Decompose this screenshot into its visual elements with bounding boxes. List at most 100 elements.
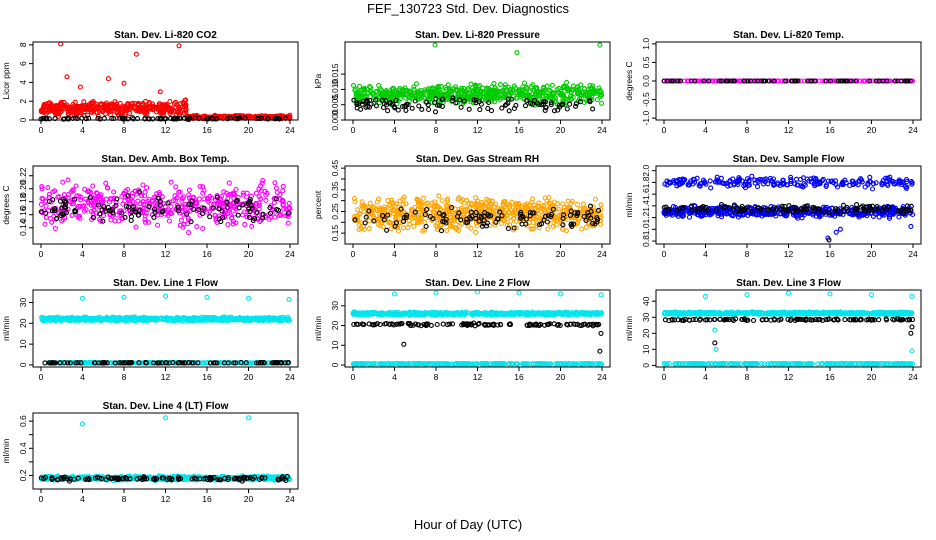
data-point — [111, 189, 117, 195]
data-point — [461, 85, 467, 91]
data-point — [573, 101, 579, 107]
data-points — [351, 193, 604, 235]
data-point — [233, 186, 239, 193]
data-point — [280, 183, 286, 189]
data-point — [232, 113, 238, 119]
data-point — [433, 96, 439, 102]
data-point — [368, 101, 374, 107]
data-point — [144, 185, 150, 191]
x-tick-label: 12 — [784, 125, 794, 135]
data-point — [472, 90, 478, 96]
data-point — [527, 100, 533, 106]
data-point — [122, 103, 128, 109]
data-point — [183, 107, 189, 114]
data-point — [397, 86, 403, 92]
data-point — [400, 225, 406, 231]
data-point — [105, 76, 111, 82]
data-point — [565, 97, 571, 103]
data-point — [793, 176, 800, 182]
data-point — [66, 108, 72, 114]
data-point — [425, 102, 431, 108]
data-point — [466, 106, 472, 112]
data-point — [541, 99, 547, 105]
data-point — [583, 224, 589, 230]
data-point — [597, 94, 603, 100]
data-point — [142, 217, 148, 223]
data-point — [555, 107, 561, 113]
data-point — [449, 88, 455, 94]
data-point — [573, 103, 579, 109]
data-point — [142, 189, 148, 195]
data-point — [596, 85, 602, 91]
data-point — [592, 196, 599, 202]
data-point — [366, 225, 372, 231]
data-point — [286, 200, 292, 206]
data-point — [56, 105, 62, 111]
data-point — [564, 106, 570, 112]
data-points — [38, 293, 293, 366]
x-tick-label: 20 — [867, 249, 877, 259]
data-point — [527, 88, 533, 95]
panel-title: Stan. Dev. Sample Flow — [733, 154, 845, 165]
data-point — [488, 108, 495, 114]
data-point — [526, 95, 532, 101]
y-tick-label: 1.2 — [641, 211, 651, 223]
y-axis-label: degrees C — [1, 185, 11, 224]
y-tick-label: 0.35 — [330, 181, 340, 198]
data-point — [417, 95, 423, 101]
data-point — [505, 84, 511, 90]
data-point — [577, 99, 583, 105]
data-point — [379, 91, 385, 97]
data-point — [439, 197, 445, 204]
data-point — [82, 186, 88, 192]
data-point — [436, 102, 442, 108]
data-point — [522, 103, 529, 109]
data-point — [548, 102, 554, 108]
data-point — [140, 102, 146, 108]
data-point — [908, 223, 914, 229]
panel-title: Stan. Dev. Amb. Box Temp. — [101, 154, 229, 165]
x-tick-label: 4 — [703, 125, 708, 135]
data-point — [473, 97, 479, 103]
data-point — [592, 90, 598, 96]
data-point — [387, 100, 394, 106]
data-point — [444, 227, 450, 234]
data-point — [76, 103, 82, 109]
data-point — [381, 101, 388, 107]
data-point — [411, 223, 417, 229]
data-point — [79, 295, 86, 301]
x-tick-label: 8 — [122, 125, 127, 135]
data-point — [524, 98, 530, 104]
data-point — [45, 185, 51, 191]
x-tick-label: 24 — [908, 125, 918, 135]
data-point — [708, 185, 714, 191]
data-point — [399, 103, 406, 110]
data-point — [840, 202, 847, 208]
data-point — [168, 108, 174, 114]
data-point — [438, 228, 445, 234]
y-tick-label: 0.5 — [641, 56, 651, 68]
data-point — [104, 107, 110, 113]
data-point — [551, 94, 557, 100]
y-tick-label: 0.45 — [330, 160, 340, 177]
data-point — [686, 214, 693, 220]
data-point — [718, 175, 724, 181]
data-point — [136, 106, 142, 112]
data-point — [867, 174, 873, 180]
y-tick-label: 0.22 — [18, 167, 28, 184]
data-point — [103, 180, 109, 186]
data-point — [166, 218, 172, 224]
data-point — [357, 83, 363, 89]
data-point — [552, 98, 558, 104]
data-point — [537, 89, 543, 95]
data-point — [556, 102, 562, 108]
data-point — [118, 109, 124, 115]
data-point — [65, 111, 71, 117]
data-point — [580, 89, 586, 95]
data-point — [148, 104, 154, 110]
data-point — [38, 201, 44, 207]
data-point — [168, 204, 174, 210]
data-point — [224, 116, 231, 122]
y-tick-label: -1.0 — [641, 111, 651, 126]
x-tick-label: 12 — [161, 125, 171, 135]
